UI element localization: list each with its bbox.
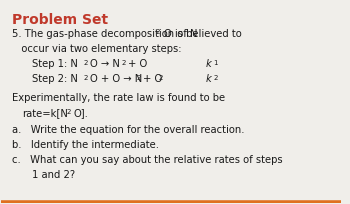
Text: 2: 2 (137, 74, 141, 80)
Text: rate=k[N: rate=k[N (22, 108, 68, 118)
Text: k: k (205, 59, 211, 69)
Text: 2: 2 (159, 74, 163, 80)
Text: Problem Set: Problem Set (12, 12, 108, 26)
Text: 2: 2 (84, 74, 88, 80)
Text: O].: O]. (74, 108, 88, 118)
Text: 2: 2 (84, 59, 88, 65)
Text: + O: + O (128, 59, 148, 69)
Text: Step 2: N: Step 2: N (32, 74, 78, 84)
Text: O is believed to: O is believed to (164, 29, 242, 39)
Text: O → N: O → N (90, 59, 120, 69)
Text: O + O → N: O + O → N (90, 74, 143, 84)
Text: 1: 1 (214, 59, 218, 65)
Text: a.   Write the equation for the overall reaction.: a. Write the equation for the overall re… (12, 124, 244, 134)
Text: 2: 2 (66, 109, 71, 115)
Text: 2: 2 (156, 29, 160, 35)
Text: b.   Identify the intermediate.: b. Identify the intermediate. (12, 139, 159, 149)
Text: + O: + O (144, 74, 163, 84)
Text: k: k (205, 74, 211, 84)
Text: 2: 2 (122, 59, 126, 65)
Text: 2: 2 (214, 74, 218, 80)
Text: 5. The gas-phase decomposition of N: 5. The gas-phase decomposition of N (12, 29, 197, 39)
Text: Step 1: N: Step 1: N (32, 59, 78, 69)
Text: c.   What can you say about the relative rates of steps: c. What can you say about the relative r… (12, 154, 282, 164)
Text: 1 and 2?: 1 and 2? (32, 169, 75, 179)
Text: occur via two elementary steps:: occur via two elementary steps: (12, 44, 181, 54)
Text: Experimentally, the rate law is found to be: Experimentally, the rate law is found to… (12, 93, 225, 103)
